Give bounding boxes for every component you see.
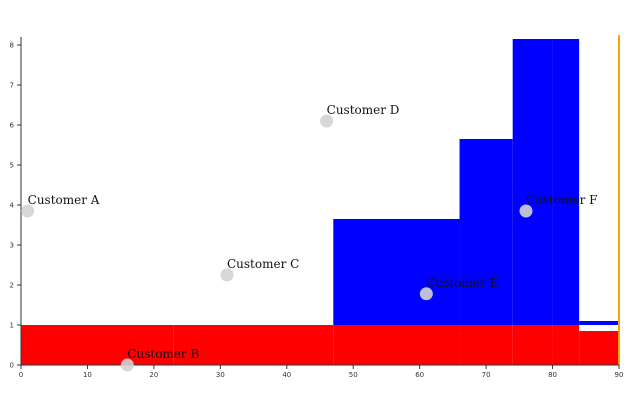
y-tick-label: 5 [10,162,14,170]
data-point-label: Customer A [28,193,100,207]
x-tick-label: 80 [548,371,557,379]
data-point-label: Customer D [327,103,400,117]
data-point [320,114,334,128]
y-tick-label: 8 [10,42,14,50]
data-point-label: Customer C [227,257,299,271]
red-bar-3 [459,325,513,365]
blue-bar-0 [333,219,460,325]
data-point [120,358,134,372]
red-bar-1 [173,325,334,365]
red-bars [21,325,619,365]
data-point-label: Customer E [426,276,498,290]
x-tick-label: 30 [216,371,225,379]
x-tick-label: 50 [349,371,358,379]
points: Customer A Customer B Customer C Customer D… [21,103,597,372]
x-tick-label: 90 [615,371,624,379]
x-tick-label: 70 [482,371,491,379]
blue-bar-4 [579,321,619,325]
red-bar-6 [579,331,619,365]
y-tick-label: 4 [10,202,15,210]
x-tick-label: 10 [83,371,92,379]
data-point-label: Customer F [526,193,597,207]
blue-bars [333,39,619,325]
x-tick-label: 20 [149,371,158,379]
red-bar-5 [552,325,580,365]
y-tick-label: 7 [10,82,14,90]
blue-bar-3 [552,39,580,325]
x-tick-label: 0 [19,371,23,379]
blue-bar-2 [512,39,553,325]
y-tick-label: 3 [10,242,14,250]
red-bar-2 [333,325,460,365]
data-point [21,204,35,218]
x-tick-label: 40 [282,371,291,379]
red-bar-0 [21,325,174,365]
y-tick-label: 6 [10,122,15,130]
data-point-label: Customer B [127,347,199,361]
red-bar-4 [512,325,553,365]
x-tick-label: 60 [415,371,424,379]
y-tick-label: 0 [10,362,14,370]
y-tick-label: 2 [10,282,14,290]
blue-bar-1 [459,139,513,325]
data-point [220,268,234,282]
data-point [419,287,433,301]
data-point [519,204,533,218]
y-tick-label: 1 [10,322,14,330]
